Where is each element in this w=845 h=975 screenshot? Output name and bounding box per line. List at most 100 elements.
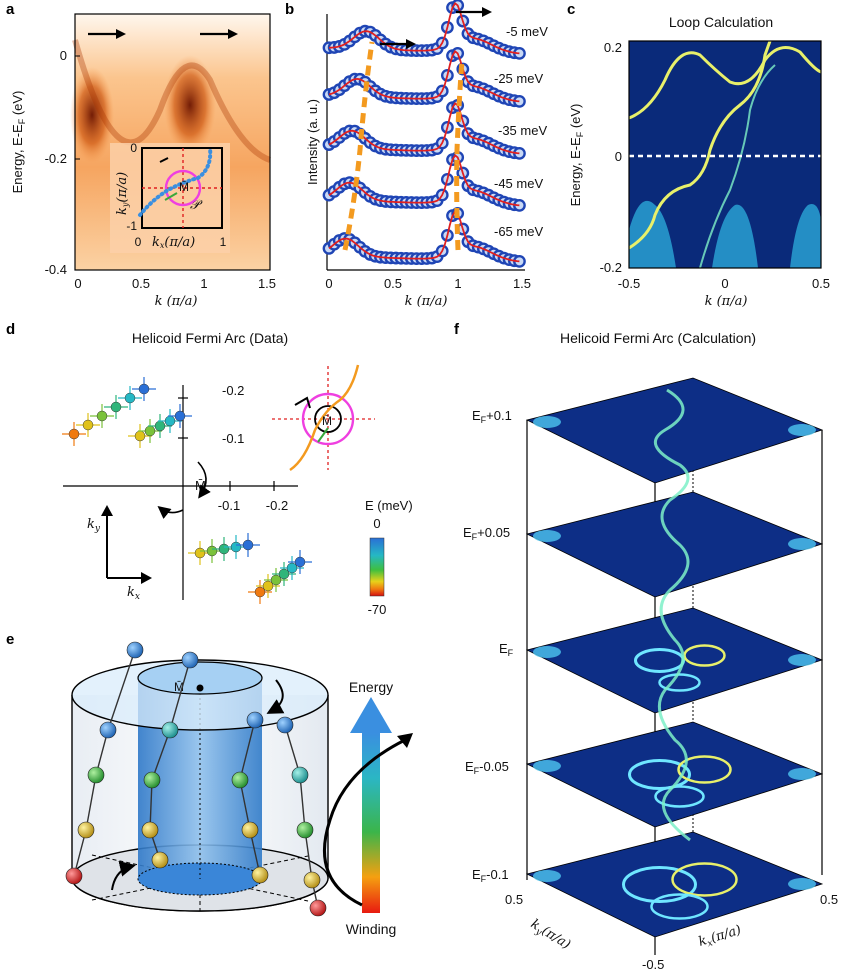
e-ball	[276, 716, 294, 734]
panel-c: c Loop Calculation 0.2 0 -0.2 -0.5 0 0.5…	[567, 1, 830, 309]
f-layer-label-3: EF-0.05	[465, 759, 509, 776]
d-schematic-point: M̄	[322, 414, 332, 428]
panel-e-label: e	[6, 631, 14, 648]
e-ball	[291, 766, 309, 784]
arrow-a-left	[88, 29, 126, 39]
b-curve-label-0: -5 meV	[506, 24, 548, 39]
c-ylabel: Energy, E-EF (eV)	[568, 104, 585, 207]
arrow-b-right	[456, 7, 492, 17]
f-pocket	[628, 759, 691, 790]
c-xtick-2: 0.5	[812, 276, 830, 291]
a-inset-tick-l0: 0	[130, 141, 137, 155]
b-xlabel: k (π/a)	[405, 294, 448, 309]
f-layer-plane	[525, 607, 824, 714]
f-kx-label: kx(π/a)	[697, 923, 744, 952]
d-colorbar-title: E (meV)	[365, 498, 413, 513]
b-ylabel: Intensity (a. u.)	[305, 99, 320, 185]
d-point	[194, 547, 206, 559]
f-corner-pocket	[533, 760, 561, 772]
e-ball	[126, 641, 144, 659]
panel-b: b -5 meV -25 meV -35 meV -45 meV -65 meV…	[285, 0, 548, 309]
d-point	[164, 415, 176, 427]
d-point	[82, 419, 94, 431]
a-inset-tick-l1: -1	[126, 219, 137, 233]
c-title: Loop Calculation	[669, 14, 773, 30]
f-layer-label-0: EF+0.1	[472, 408, 512, 425]
d-point	[110, 401, 122, 413]
c-ytick-0: 0.2	[604, 40, 622, 55]
d-xtick-1: -0.2	[266, 498, 288, 513]
e-ball	[241, 821, 259, 839]
f-corner-pocket	[533, 530, 561, 542]
b-xtick-3: 1.5	[513, 276, 531, 291]
b-xtick-0: 0	[325, 276, 332, 291]
a-inset-tick-b0: 0	[135, 235, 142, 249]
e-ball	[181, 651, 199, 669]
d-origin: M̄	[195, 478, 206, 493]
a-ytick-2: -0.4	[45, 262, 67, 277]
a-xtick-2: 1	[200, 276, 207, 291]
arrow-b-left	[380, 39, 416, 49]
d-ky: ky	[87, 517, 101, 534]
a-inset-tick-b1: 1	[220, 235, 227, 249]
f-corner-pocket	[788, 654, 816, 666]
d-point	[124, 392, 136, 404]
d-kx: kx	[127, 585, 140, 602]
f-pocket	[677, 755, 732, 784]
e-ball	[231, 771, 249, 789]
f-layers	[525, 377, 824, 938]
arrow-a-right	[200, 29, 238, 39]
b-xtick-1: 0.5	[384, 276, 402, 291]
f-layer-plane	[525, 491, 824, 598]
b-xtick-2: 1	[454, 276, 461, 291]
b-dispersion-left	[342, 41, 375, 251]
a-xtick-3: 1.5	[258, 276, 276, 291]
d-schematic: M̄	[272, 364, 375, 472]
d-ytick-0: -0.2	[222, 383, 244, 398]
e-ball	[251, 866, 269, 884]
f-corner-pocket	[533, 870, 561, 882]
c-ytick-2: -0.2	[600, 260, 622, 275]
d-point	[242, 539, 254, 551]
b-dispersion-right	[454, 59, 465, 251]
f-pocket	[654, 785, 705, 808]
f-ky-label: ky(π/a)	[527, 917, 573, 955]
d-point	[294, 556, 306, 568]
f-corner-pocket	[788, 538, 816, 550]
f-tick-right: 0.5	[820, 892, 838, 907]
panel-f: f Helicoid Fermi Arc (Calculation) EF+0.…	[454, 321, 838, 972]
e-ball	[143, 771, 161, 789]
e-ball	[309, 899, 327, 917]
panel-b-label: b	[285, 1, 294, 18]
f-layer-plane	[525, 721, 824, 828]
a-ytick-0: 0	[60, 48, 67, 63]
d-point	[68, 428, 80, 440]
panel-d: d Helicoid Fermi Arc (Data) -0.2 -0.1 -0…	[6, 321, 413, 617]
d-title: Helicoid Fermi Arc (Data)	[132, 330, 288, 346]
c-xtick-1: 0	[721, 276, 728, 291]
e-ball	[151, 851, 169, 869]
d-point	[206, 545, 218, 557]
a-inset-point: M̄	[179, 180, 189, 194]
e-ball	[161, 721, 179, 739]
d-ytick-1: -0.1	[222, 431, 244, 446]
f-corner-pocket	[788, 424, 816, 436]
d-point	[154, 420, 166, 432]
d-point	[218, 543, 230, 555]
panel-d-label: d	[6, 321, 15, 338]
f-layer-label-1: EF+0.05	[463, 525, 510, 542]
f-layer-label-4: EF-0.1	[472, 867, 509, 884]
d-colorbar: E (meV) 0 -70	[365, 498, 413, 617]
a-inset: M̄ 𝒫 0 -1 0 1 kx(π/a) ky(π/a)	[110, 141, 230, 253]
f-corner-pocket	[533, 646, 561, 658]
d-point	[144, 425, 156, 437]
b-fit-line	[328, 153, 520, 207]
b-fit-line	[328, 209, 520, 263]
a-xtick-1: 0.5	[132, 276, 150, 291]
e-ball	[77, 821, 95, 839]
f-corner-pocket	[788, 878, 816, 890]
f-tick-bottom: -0.5	[642, 957, 664, 972]
e-ball	[246, 711, 264, 729]
f-pocket	[658, 673, 701, 692]
